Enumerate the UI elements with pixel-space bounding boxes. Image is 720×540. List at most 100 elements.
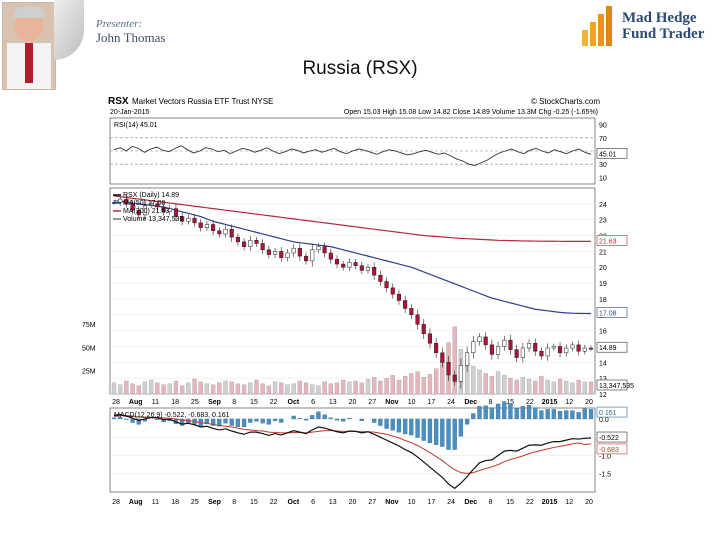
candle-body xyxy=(192,217,197,224)
ma200-tag-box xyxy=(596,235,628,246)
price-tick-label: 13 xyxy=(599,376,607,383)
candle-body xyxy=(142,205,148,216)
logo-bars-icon xyxy=(582,6,612,46)
price-tick-label: 24 xyxy=(599,202,607,209)
candle-body xyxy=(409,308,414,316)
volume-bar xyxy=(111,382,117,395)
candle-body xyxy=(173,208,178,217)
candle-body xyxy=(483,336,488,346)
candle-body xyxy=(285,252,290,258)
volume-bar xyxy=(291,383,296,395)
volume-bar xyxy=(204,383,210,395)
chart-symbol: RSX xyxy=(108,96,129,107)
volume-bar xyxy=(316,385,321,395)
price-x-tick-label: Sep xyxy=(208,399,221,406)
volume-bar xyxy=(186,382,191,395)
candle-body xyxy=(545,347,550,357)
macd-x-tick-label: 15 xyxy=(250,499,258,506)
volume-bar xyxy=(427,374,433,395)
macd-histogram-bar xyxy=(322,414,327,420)
macd-histogram-bar xyxy=(545,409,550,420)
candle-body xyxy=(353,262,358,266)
ma200-tag: 21.63 xyxy=(599,238,617,245)
macd-histogram-bar xyxy=(310,415,315,420)
chart-stats: Open 15.03 High 15.08 Low 14.82 Close 14… xyxy=(344,109,598,116)
chart-date: 20-Jan-2015 xyxy=(110,109,149,116)
ma50-tag-box xyxy=(596,307,628,318)
price-x-tick-label: 6 xyxy=(311,399,315,406)
volume-bar xyxy=(477,369,482,395)
candle-body xyxy=(223,228,228,235)
macd-signal-tag: -0.683 xyxy=(599,447,619,454)
presenter-block: Presenter: John Thomas xyxy=(0,0,200,92)
volume-bar xyxy=(489,376,495,395)
ma200-line xyxy=(113,195,591,243)
macd-tick-label: -1.0 xyxy=(599,453,611,460)
candle-body xyxy=(539,350,544,357)
volume-bar xyxy=(495,371,501,395)
macd-histogram-bar xyxy=(130,418,135,423)
macd-x-tick-label: 13 xyxy=(329,499,337,506)
volume-bar xyxy=(433,368,439,395)
candle-body xyxy=(303,255,309,262)
volume-bar xyxy=(384,377,389,395)
volume-bar xyxy=(409,373,414,395)
legend-entry: MA(50) 17.08 xyxy=(123,200,166,207)
macd-signal-tag-box xyxy=(596,443,628,455)
macd-histogram-bar xyxy=(514,408,519,420)
volume-bar xyxy=(564,380,569,395)
macd-histogram-bar xyxy=(291,415,296,420)
candle-body xyxy=(149,203,154,206)
macd-histogram-bar xyxy=(533,407,538,420)
volume-bar xyxy=(130,383,135,395)
macd-x-tick-label: 28 xyxy=(112,499,120,506)
volume-bar xyxy=(539,376,544,395)
price-x-tick-label: 20 xyxy=(585,399,593,406)
volume-bar xyxy=(508,377,513,395)
volume-scale-label: 75M xyxy=(82,322,96,329)
volume-bar xyxy=(328,383,333,395)
macd-histogram-bar xyxy=(111,417,117,420)
macd-histogram-bar xyxy=(390,418,395,431)
candle-body xyxy=(440,352,445,363)
macd-histogram-bar xyxy=(502,401,507,420)
volume-bar xyxy=(415,371,420,395)
candle-body xyxy=(198,222,203,228)
candle-body xyxy=(297,247,302,257)
volume-bar xyxy=(272,381,278,395)
candle-body xyxy=(167,208,172,213)
candle-body xyxy=(384,281,389,289)
rsi-tick-label: 90 xyxy=(599,123,607,130)
macd-value-tag: -0.522 xyxy=(599,435,619,442)
macd-x-tick-label: 6 xyxy=(311,499,315,506)
volume-bar xyxy=(173,380,179,395)
volume-tag: 13,347,535 xyxy=(599,383,634,390)
price-tick-label: 23 xyxy=(599,218,607,225)
legend-entry: Volume 13,347,535 xyxy=(123,216,183,223)
candle-body xyxy=(124,198,129,205)
macd-histogram-bar xyxy=(118,417,123,420)
macd-tick-label: -1.5 xyxy=(599,472,611,479)
macd-histogram-bar xyxy=(539,410,544,420)
price-x-tick-label: 18 xyxy=(171,399,179,406)
volume-bar xyxy=(378,380,383,395)
candle-body xyxy=(390,287,395,295)
candle-body xyxy=(557,346,563,354)
candle-body xyxy=(471,341,476,354)
volume-bar xyxy=(322,381,327,395)
volume-scale-label: 50M xyxy=(82,345,96,352)
candle-body xyxy=(136,209,141,216)
macd-histogram-bar xyxy=(415,418,420,438)
macd-x-tick-label: 12 xyxy=(565,499,573,506)
macd-histogram-bar xyxy=(551,409,556,420)
macd-x-tick-label: 15 xyxy=(506,499,514,506)
ma50-line xyxy=(113,200,592,315)
volume-bar xyxy=(570,382,575,395)
price-x-tick-label: 10 xyxy=(408,399,416,406)
macd-histogram-bar xyxy=(359,418,364,421)
price-tick-label: 19 xyxy=(599,281,607,288)
candle-body xyxy=(533,343,538,352)
candle-body xyxy=(211,224,216,232)
macd-x-tick-label: Oct xyxy=(288,499,300,506)
macd-histogram-bar xyxy=(446,418,451,450)
